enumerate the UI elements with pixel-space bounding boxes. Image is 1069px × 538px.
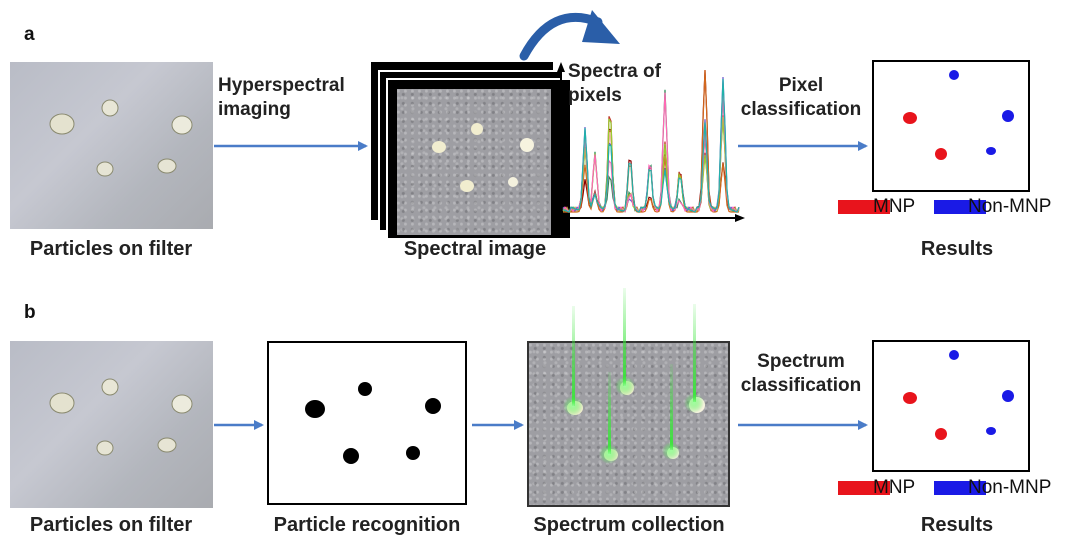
arrow-label-spectrum-line-1: Spectrum [757,351,845,372]
legend-swatch-mnp-b [838,481,890,495]
arrow-label-pixel-line-1: Pixel [778,75,824,96]
laser-beam-2 [623,288,626,386]
arrow-label-spectrum-classification: Spectrum classification [734,350,868,398]
results-box-a [872,60,1030,192]
arrow-label-line-2: imaging [218,99,291,120]
filter-particles-a [49,99,193,177]
results-box-b [872,340,1030,472]
legend-swatch-non-mnp-a [934,200,986,214]
legend-label-mnp-b: MNP [873,477,916,498]
legend-label-non-mnp-b: Non-MNP [968,477,1052,498]
laser-beam-1 [572,306,575,406]
results-particles-b [903,350,1014,440]
caption-spectral-image: Spectral image [403,238,547,260]
caption-particles-on-filter-b: Particles on filter [29,514,193,536]
results-particles-a [903,70,1014,160]
caption-results-b: Results [920,514,994,536]
spectra-label: Spectra of pixels [568,60,661,108]
particle-recognition-box [267,341,467,505]
arrow-label-pixel-line-2: classification [740,99,862,120]
laser-spot-2 [615,376,635,396]
caption-results-a: Results [920,238,994,260]
arrow-label-line-1: Hyperspectral [218,75,345,96]
spectral-image-particles [432,123,534,192]
curved-arrow [519,10,620,61]
caption-particles-on-filter-a: Particles on filter [29,238,193,260]
arrow-label-hyperspectral: Hyperspectral imaging [218,74,345,122]
panel-label-a: a [24,24,35,45]
spectra-label-line-1: Spectra of [568,61,661,82]
legend-swatch-non-mnp-b [934,481,986,495]
caption-spectrum-collection: Spectrum collection [533,514,725,536]
laser-spot-1 [563,396,583,416]
laser-beam-3 [693,304,696,402]
laser-spot-3 [684,393,704,413]
filter-photo-a [10,62,213,229]
arrow-label-pixel-classification: Pixel classification [738,74,864,122]
panel-label-b: b [24,302,36,323]
spectrum-curve [562,78,740,213]
filter-photo-b [10,341,213,508]
laser-spot-4 [599,444,619,464]
spectra-x-arrowhead [735,214,745,222]
spectral-image [394,86,554,238]
laser-beam-4 [608,372,611,454]
legend-label-mnp-a: MNP [873,196,916,217]
spectra-plot [557,62,745,222]
filter-particles-b [49,378,193,456]
legend-swatch-mnp-a [838,200,890,214]
legend-label-non-mnp-a: Non-MNP [968,196,1052,217]
arrow-label-spectrum-line-2: classification [740,375,862,396]
laser-beam-5 [670,364,673,450]
recognized-particles [305,382,441,464]
spectra-y-arrowhead [557,62,565,72]
caption-particle-recognition: Particle recognition [273,514,461,536]
laser-spot-5 [662,442,680,460]
spectra-lines [562,69,740,214]
spectra-label-line-2: pixels [568,85,622,106]
